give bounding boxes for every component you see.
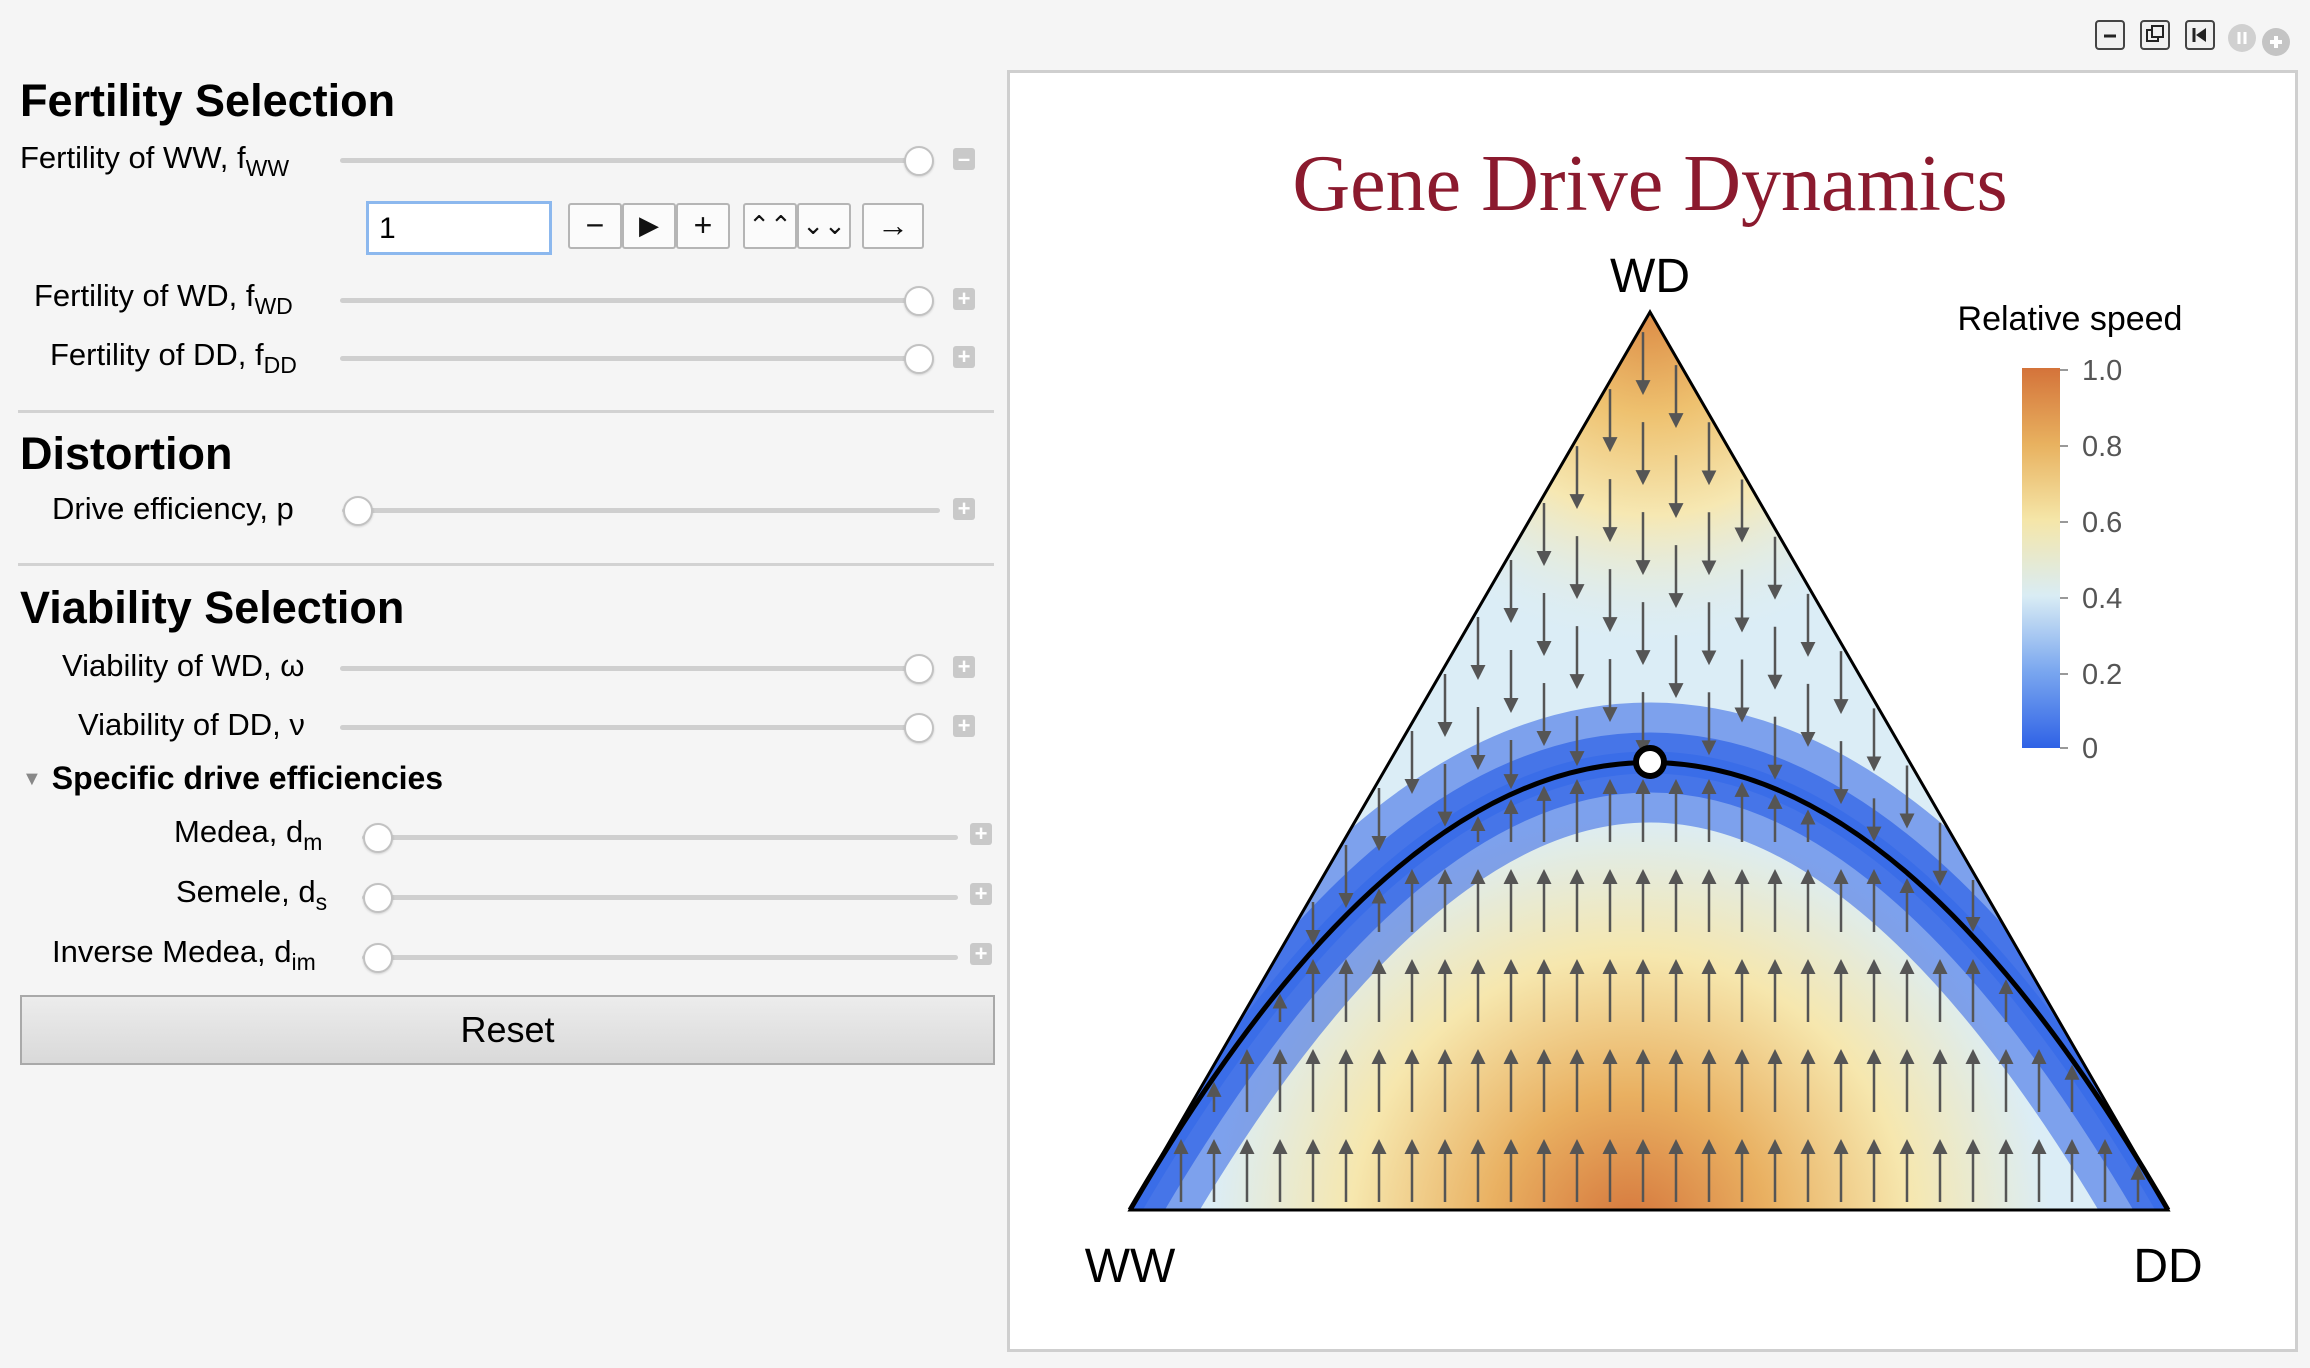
restore-icon[interactable] <box>2140 20 2170 50</box>
pause-icon[interactable] <box>2228 24 2256 52</box>
viability-dd-slider[interactable] <box>340 725 928 730</box>
faster-button[interactable]: ⌃⌃ <box>743 203 797 249</box>
fertility-ww-label-text: Fertility of WW, f <box>20 140 246 175</box>
slower-button[interactable]: ⌄⌄ <box>797 203 851 249</box>
fertility-dd-slider-thumb[interactable] <box>904 344 934 374</box>
fertility-wd-slider[interactable] <box>340 298 928 303</box>
fertility-wd-label: Fertility of WD, fWD <box>34 278 293 320</box>
fertility-dd-subscript: DD <box>263 352 297 378</box>
semele-subscript: s <box>315 889 328 915</box>
distortion-section-title: Distortion <box>20 428 233 479</box>
equilibrium-point[interactable] <box>1633 745 1667 779</box>
increment-button[interactable]: + <box>676 203 730 249</box>
legend-tick: 0.6 <box>2082 507 2122 539</box>
viability-section-title: Viability Selection <box>20 582 405 633</box>
viability-wd-slider-thumb[interactable] <box>904 654 934 684</box>
inverse-medea-slider-thumb[interactable] <box>363 943 393 973</box>
inverse-medea-label: Inverse Medea, dim <box>52 934 316 976</box>
simplex-triangle <box>1127 309 2171 1212</box>
semele-label-text: Semele, d <box>176 874 316 909</box>
fertility-ww-subscript: WW <box>245 155 290 181</box>
add-icon[interactable] <box>2262 28 2290 56</box>
viability-wd-label: Viability of WD, ω <box>62 648 305 683</box>
inverse-medea-label-text: Inverse Medea, d <box>52 934 292 969</box>
legend-tick: 1.0 <box>2082 355 2122 387</box>
inverse-medea-expand-icon[interactable]: + <box>970 943 992 965</box>
viability-dd-expand-icon[interactable]: + <box>953 715 975 737</box>
plot-title: Gene Drive Dynamics <box>1292 140 2007 228</box>
legend-title: Relative speed <box>1958 300 2183 338</box>
fertility-ww-value-input[interactable]: 1 <box>366 201 552 255</box>
divider <box>18 410 994 413</box>
specific-efficiencies-toggle[interactable]: ▼ Specific drive efficiencies <box>22 760 443 797</box>
specific-efficiencies-label: Specific drive efficiencies <box>51 760 444 796</box>
medea-slider[interactable] <box>362 835 958 840</box>
drive-efficiency-slider-thumb[interactable] <box>343 496 373 526</box>
semele-slider[interactable] <box>362 895 958 900</box>
fertility-dd-label-text: Fertility of DD, f <box>50 337 264 372</box>
fertility-wd-label-text: Fertility of WD, f <box>34 278 255 313</box>
legend-ticks: 1.0 0.8 0.6 0.4 0.2 0 <box>2060 355 2122 765</box>
fertility-wd-expand-icon[interactable]: + <box>953 288 975 310</box>
fertility-dd-slider[interactable] <box>340 356 928 361</box>
semele-label: Semele, ds <box>176 874 327 916</box>
vertex-label-dd: DD <box>2133 1240 2202 1293</box>
viability-dd-slider-thumb[interactable] <box>904 713 934 743</box>
semele-slider-thumb[interactable] <box>363 883 393 913</box>
viability-dd-label: Viability of DD, ν <box>78 707 305 742</box>
minimize-icon[interactable] <box>2095 20 2125 50</box>
viability-wd-slider[interactable] <box>340 666 928 671</box>
medea-label-text: Medea, d <box>174 814 304 849</box>
legend-tick: 0.2 <box>2082 659 2122 691</box>
legend-tick: 0.4 <box>2082 583 2122 615</box>
fertility-ww-label: Fertility of WW, fWW <box>20 140 289 182</box>
fertility-ww-slider-thumb[interactable] <box>904 146 934 176</box>
drive-efficiency-slider[interactable] <box>342 508 940 513</box>
viability-wd-expand-icon[interactable]: + <box>953 656 975 678</box>
medea-expand-icon[interactable]: + <box>970 823 992 845</box>
divider <box>18 563 994 566</box>
legend-tick: 0 <box>2082 733 2098 765</box>
fertility-ww-collapse-icon[interactable]: – <box>953 148 975 170</box>
play-button[interactable]: ▶ <box>622 203 676 249</box>
disclosure-triangle-icon: ▼ <box>22 768 42 790</box>
legend-tick: 0.8 <box>2082 431 2122 463</box>
legend-colorbar <box>2022 368 2060 748</box>
direction-button[interactable]: → <box>862 203 924 249</box>
drive-efficiency-label: Drive efficiency, p <box>52 491 294 526</box>
vertex-label-ww: WW <box>1085 1240 1176 1293</box>
fertility-wd-slider-thumb[interactable] <box>904 286 934 316</box>
fertility-section-title: Fertility Selection <box>20 75 396 126</box>
medea-slider-thumb[interactable] <box>363 823 393 853</box>
decrement-button[interactable]: − <box>568 203 622 249</box>
fertility-wd-subscript: WD <box>254 293 293 319</box>
vertex-label-wd: WD <box>1610 250 1690 303</box>
reset-button[interactable]: Reset <box>20 995 995 1065</box>
medea-subscript: m <box>303 829 323 855</box>
semele-expand-icon[interactable]: + <box>970 883 992 905</box>
fertility-dd-expand-icon[interactable]: + <box>953 346 975 368</box>
fertility-ww-slider[interactable] <box>340 158 928 163</box>
inverse-medea-subscript: im <box>291 949 316 975</box>
drive-efficiency-expand-icon[interactable]: + <box>953 498 975 520</box>
medea-label: Medea, dm <box>174 814 322 856</box>
rewind-icon[interactable] <box>2185 20 2215 50</box>
fertility-dd-label: Fertility of DD, fDD <box>50 337 297 379</box>
inverse-medea-slider[interactable] <box>362 955 958 960</box>
stream-arrows <box>1173 332 2146 1202</box>
